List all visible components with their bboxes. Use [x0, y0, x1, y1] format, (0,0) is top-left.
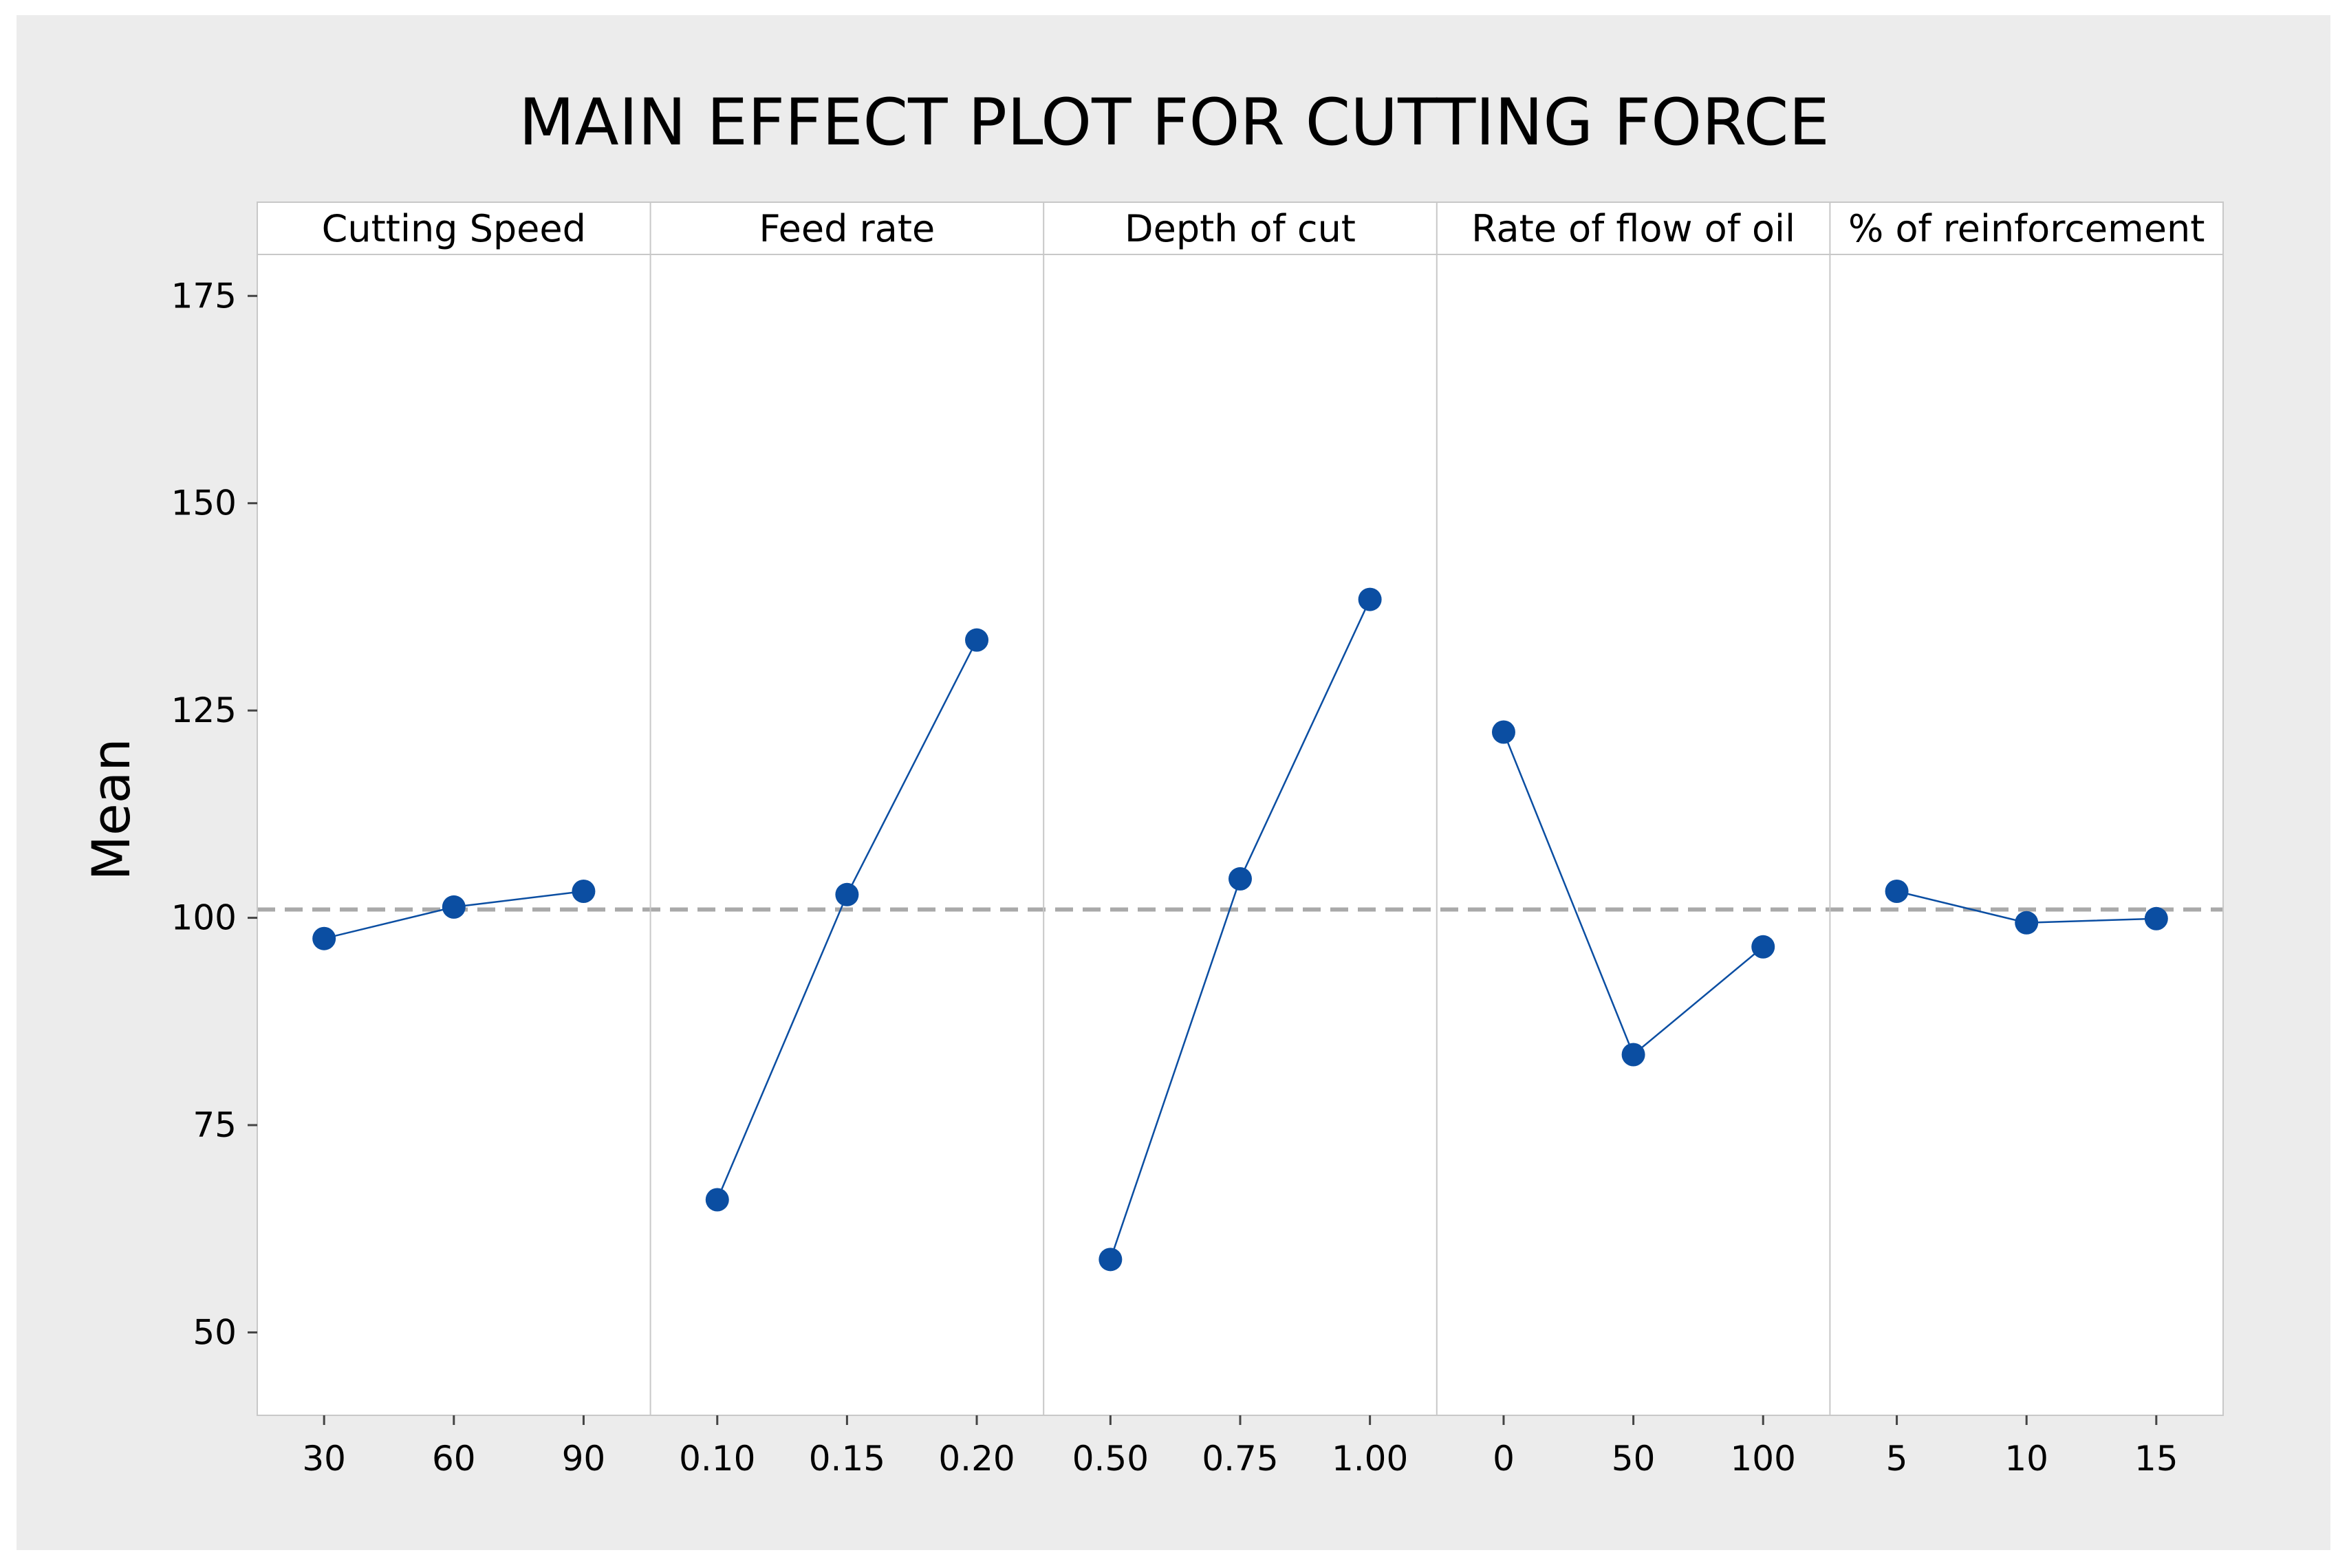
panel-label: % of reinforcement	[1848, 207, 2205, 250]
y-tick-label: 75	[193, 1105, 237, 1145]
y-axis-title: Mean	[80, 738, 142, 880]
x-tick-label: 0.20	[938, 1439, 1015, 1479]
plot-area: Cutting Speed Feed rate Depth of cut Rate o…	[171, 202, 2224, 1479]
data-point	[705, 1188, 729, 1212]
x-tick-label: 30	[302, 1439, 346, 1479]
x-tick-label: 0.50	[1072, 1439, 1149, 1479]
data-point	[1491, 720, 1515, 744]
panel-label: Depth of cut	[1125, 207, 1356, 250]
x-tick-label: 90	[562, 1439, 606, 1479]
x-tick-label: 5	[1886, 1439, 1908, 1479]
data-point	[965, 628, 989, 652]
data-point	[442, 895, 466, 919]
x-tick-label: 50	[1612, 1439, 1656, 1479]
plot-background	[257, 202, 2223, 1415]
x-tick-label: 0.75	[1202, 1439, 1278, 1479]
y-tick-label: 50	[193, 1312, 237, 1352]
y-tick-label: 100	[171, 898, 237, 938]
data-point	[312, 926, 336, 950]
data-point	[1228, 867, 1252, 891]
y-tick-label: 175	[171, 276, 237, 316]
data-point	[2144, 906, 2168, 930]
x-tick-label: 0.10	[679, 1439, 755, 1479]
x-tick-label: 0	[1493, 1439, 1515, 1479]
y-tick-label: 125	[171, 690, 237, 730]
data-point	[1358, 587, 1382, 611]
x-tick-label: 60	[432, 1439, 476, 1479]
y-tick-label: 150	[171, 483, 237, 523]
x-tick-label: 1.00	[1332, 1439, 1408, 1479]
data-point	[835, 882, 859, 906]
x-tick-label: 15	[2134, 1439, 2178, 1479]
panel-label: Cutting Speed	[322, 207, 586, 250]
data-point	[1885, 879, 1909, 903]
data-point	[1621, 1043, 1645, 1067]
x-tick-label: 0.15	[809, 1439, 885, 1479]
data-point	[572, 879, 596, 903]
panel-label: Rate of flow of oil	[1471, 207, 1795, 250]
panel-label: Feed rate	[759, 207, 935, 250]
data-point	[1751, 935, 1775, 959]
data-point	[2015, 911, 2039, 935]
chart-title: MAIN EFFECT PLOT FOR CUTTING FORCE	[519, 85, 1830, 160]
x-tick-label: 100	[1731, 1439, 1796, 1479]
x-tick-label: 10	[2004, 1439, 2048, 1479]
data-point	[1098, 1248, 1123, 1272]
